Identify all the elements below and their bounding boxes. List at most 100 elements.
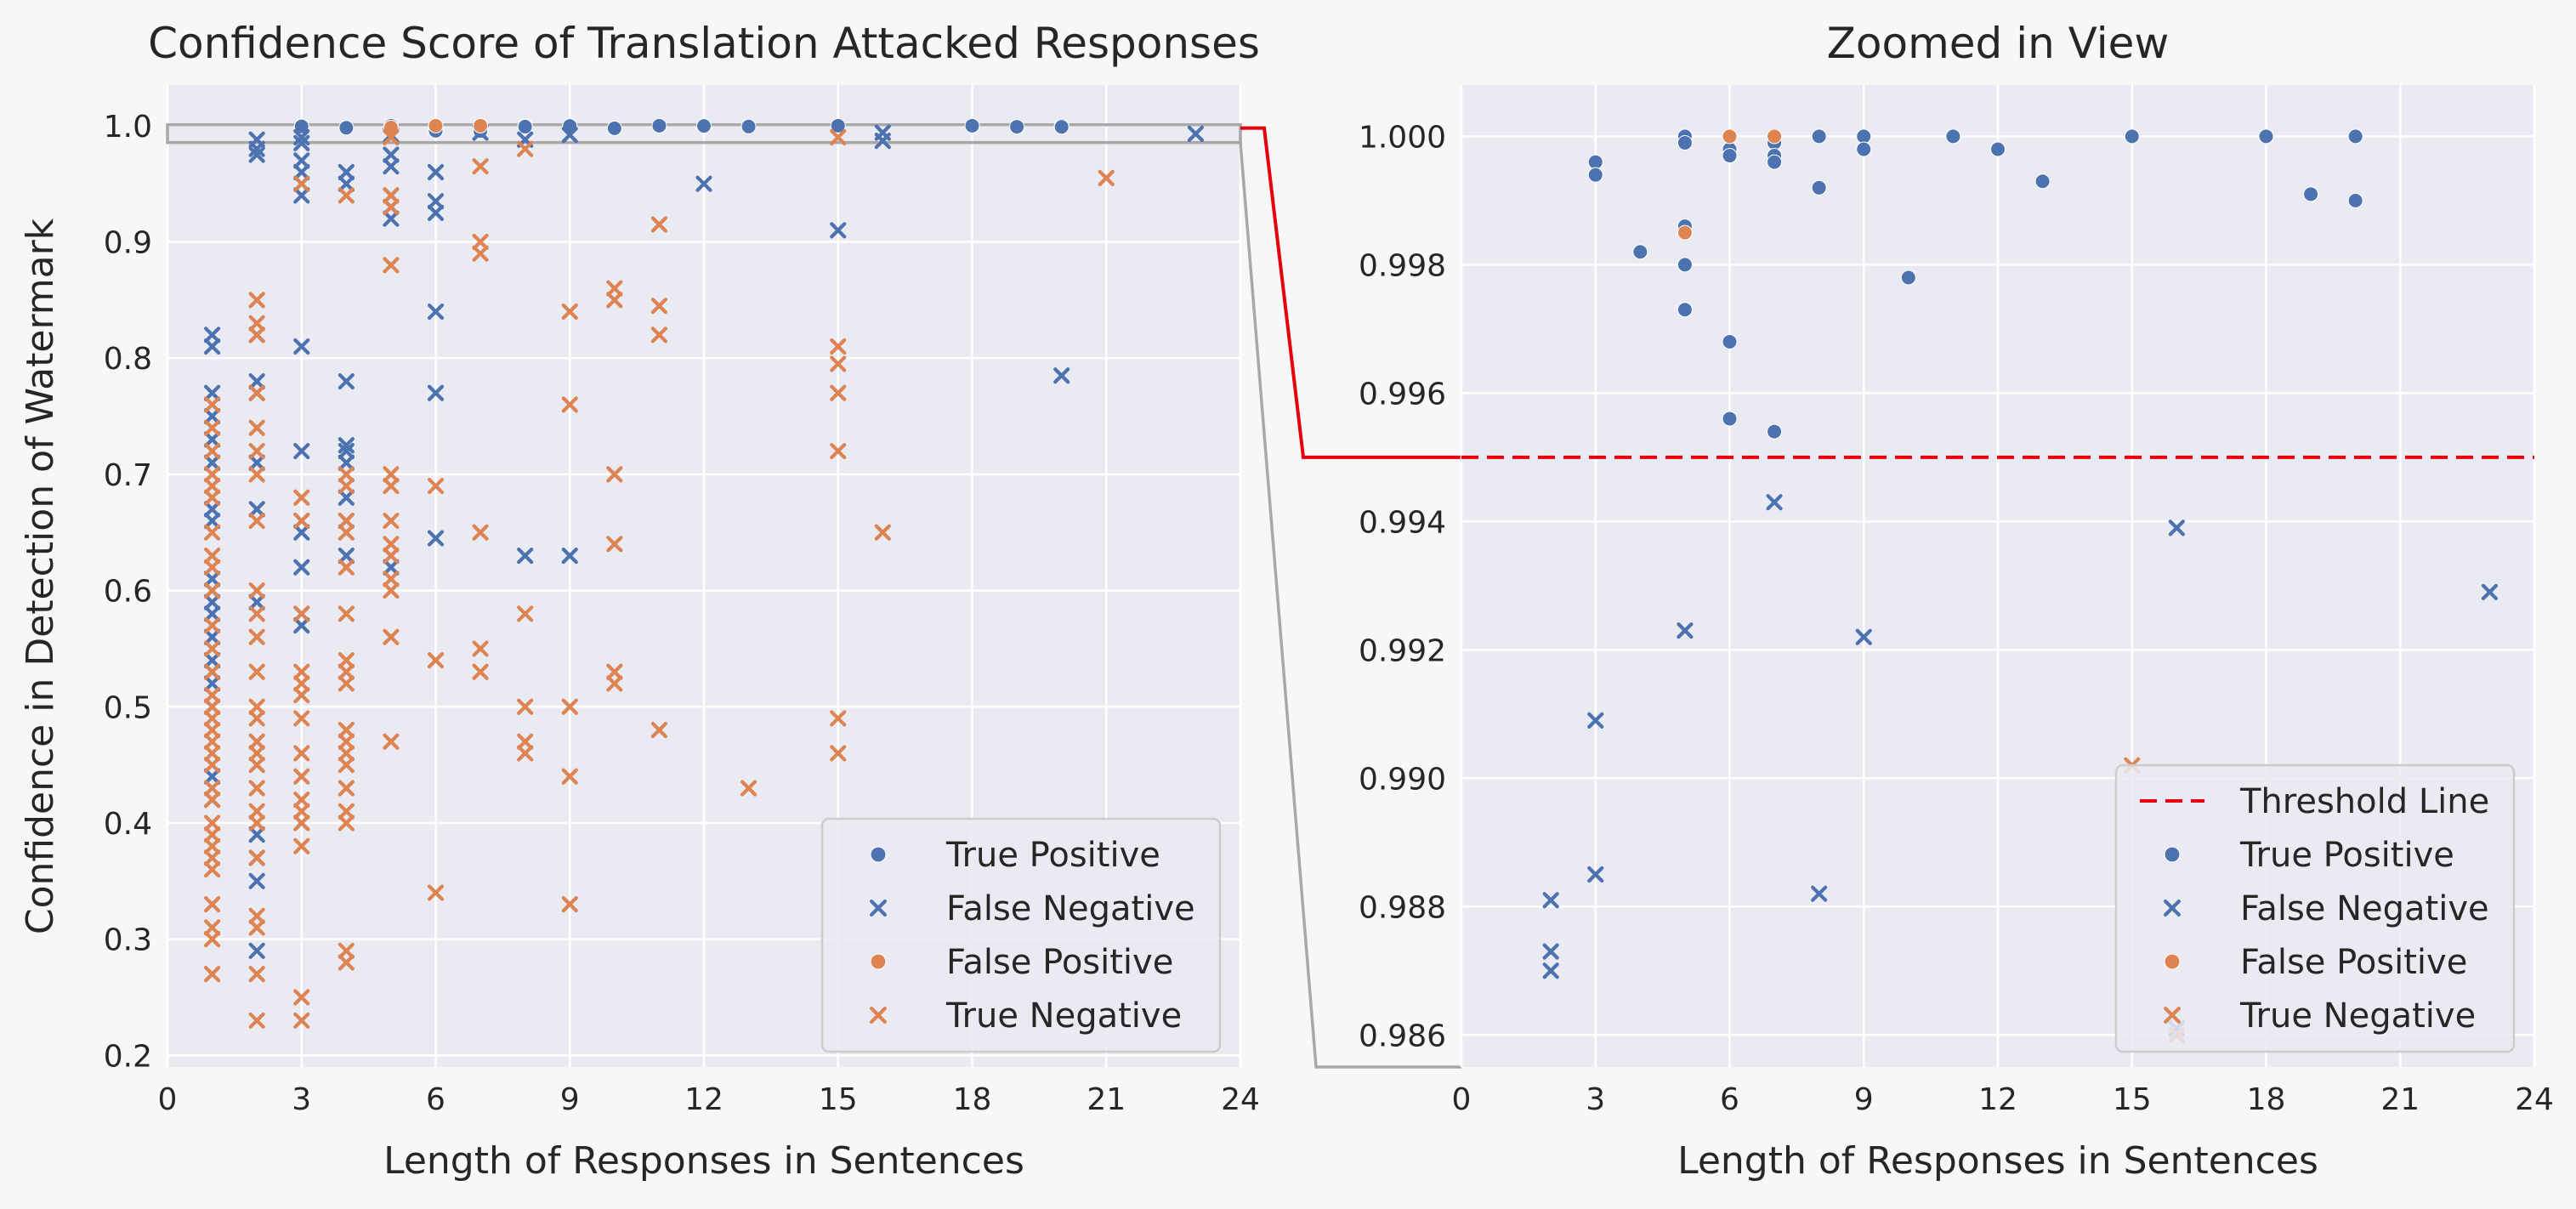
- false-positive-point: [1722, 128, 1738, 145]
- true-negative-point: [338, 722, 355, 739]
- true-negative-point: [830, 338, 847, 355]
- false-negative-point: [203, 593, 221, 610]
- y-tick-label: 0.988: [1359, 890, 1446, 925]
- x-tick-label: 15: [2113, 1082, 2152, 1117]
- false-negative-point: [517, 547, 534, 565]
- y-tick-label: 0.7: [104, 458, 152, 493]
- false-negative-point: [293, 559, 310, 576]
- x-tick-label: 12: [1978, 1082, 2017, 1117]
- true-negative-point: [248, 733, 265, 750]
- true-negative-point: [293, 675, 310, 692]
- false-negative-point: [338, 437, 355, 454]
- true-negative-point: [248, 803, 265, 820]
- legend-frame: [820, 817, 1222, 1053]
- true-negative-point: [338, 651, 355, 669]
- true-negative-point: [248, 710, 265, 727]
- x-tick-label: 6: [426, 1082, 445, 1117]
- false-negative-point: [1542, 892, 1559, 909]
- false-negative-point: [338, 372, 355, 390]
- true-negative-point: [606, 280, 623, 297]
- true-negative-point: [293, 803, 310, 820]
- false-negative-point: [338, 454, 355, 471]
- x-tick-label: 9: [560, 1082, 580, 1117]
- false-negative-point: [338, 489, 355, 506]
- legend-label: False Positive: [2240, 943, 2467, 982]
- true-positive-point: [1856, 128, 1872, 145]
- true-negative-point: [203, 722, 221, 739]
- false-negative-point: [203, 675, 221, 692]
- true-negative-point: [203, 524, 221, 541]
- false-negative-point: [427, 204, 445, 221]
- true-positive-point: [1900, 270, 1916, 286]
- true-negative-point: [293, 710, 310, 727]
- true-negative-point: [203, 466, 221, 483]
- true-negative-point: [383, 628, 400, 645]
- y-tick-label: 0.2: [104, 1039, 152, 1074]
- true-negative-point: [338, 466, 355, 483]
- x-tick-label: 3: [292, 1082, 311, 1117]
- left-legend: True Positive False Negative False Positiv…: [820, 817, 1222, 1053]
- true-positive-point: [1945, 128, 1961, 145]
- true-negative-point: [293, 1012, 310, 1029]
- true-negative-point: [740, 780, 757, 797]
- true-negative-point: [203, 547, 221, 565]
- true-positive-point: [2347, 128, 2363, 145]
- true-negative-point: [472, 245, 489, 262]
- false-negative-point: [248, 454, 265, 471]
- true-negative-point: [293, 687, 310, 704]
- true-negative-point: [517, 745, 534, 762]
- false-negative-point: [1855, 628, 1872, 645]
- false-negative-point: [203, 512, 221, 530]
- true-negative-point: [338, 512, 355, 530]
- true-negative-point: [606, 675, 623, 692]
- false-negative-point: [203, 651, 221, 669]
- true-negative-point: [338, 954, 355, 971]
- true-negative-point: [561, 396, 578, 413]
- true-negative-point: [203, 837, 221, 854]
- false-negative-point: [383, 158, 400, 175]
- false-negative-point: [293, 163, 310, 181]
- true-negative-point: [338, 524, 355, 541]
- false-negative-point: [203, 431, 221, 448]
- true-negative-point: [293, 745, 310, 762]
- true-negative-point: [248, 384, 265, 401]
- left-x-axis-label: Length of Responses in Sentences: [383, 1139, 1024, 1183]
- true-negative-point: [248, 698, 265, 715]
- legend-marker-true-positive: [2164, 846, 2181, 863]
- true-negative-point: [830, 384, 847, 401]
- true-negative-point: [248, 745, 265, 762]
- false-negative-point: [2168, 519, 2185, 536]
- false-positive-point: [428, 117, 444, 133]
- x-tick-label: 6: [1720, 1082, 1739, 1117]
- true-positive-point: [696, 118, 712, 134]
- true-negative-point: [606, 536, 623, 553]
- right-title: Zoomed in View: [1827, 19, 2170, 68]
- true-negative-point: [472, 158, 489, 175]
- true-negative-point: [293, 512, 310, 530]
- true-negative-point: [427, 884, 445, 901]
- true-negative-point: [830, 745, 847, 762]
- y-tick-label: 0.992: [1359, 633, 1446, 668]
- false-positive-point: [1767, 128, 1783, 145]
- true-negative-point: [203, 896, 221, 913]
- false-negative-point: [830, 222, 847, 239]
- false-negative-point: [293, 134, 310, 151]
- false-negative-point: [248, 593, 265, 610]
- false-negative-point: [1542, 962, 1559, 979]
- x-tick-label: 24: [2515, 1082, 2554, 1117]
- true-negative-point: [874, 524, 891, 541]
- true-negative-point: [383, 512, 400, 530]
- true-negative-point: [203, 780, 221, 797]
- true-negative-point: [517, 140, 534, 157]
- false-negative-point: [293, 616, 310, 634]
- true-negative-point: [203, 396, 221, 413]
- true-negative-point: [606, 663, 623, 680]
- true-negative-point: [203, 919, 221, 936]
- true-positive-point: [2124, 128, 2140, 145]
- true-negative-point: [203, 616, 221, 634]
- x-tick-label: 9: [1854, 1082, 1874, 1117]
- false-negative-point: [427, 530, 445, 547]
- true-negative-point: [293, 989, 310, 1006]
- true-negative-point: [472, 640, 489, 657]
- y-tick-label: 0.3: [104, 923, 152, 958]
